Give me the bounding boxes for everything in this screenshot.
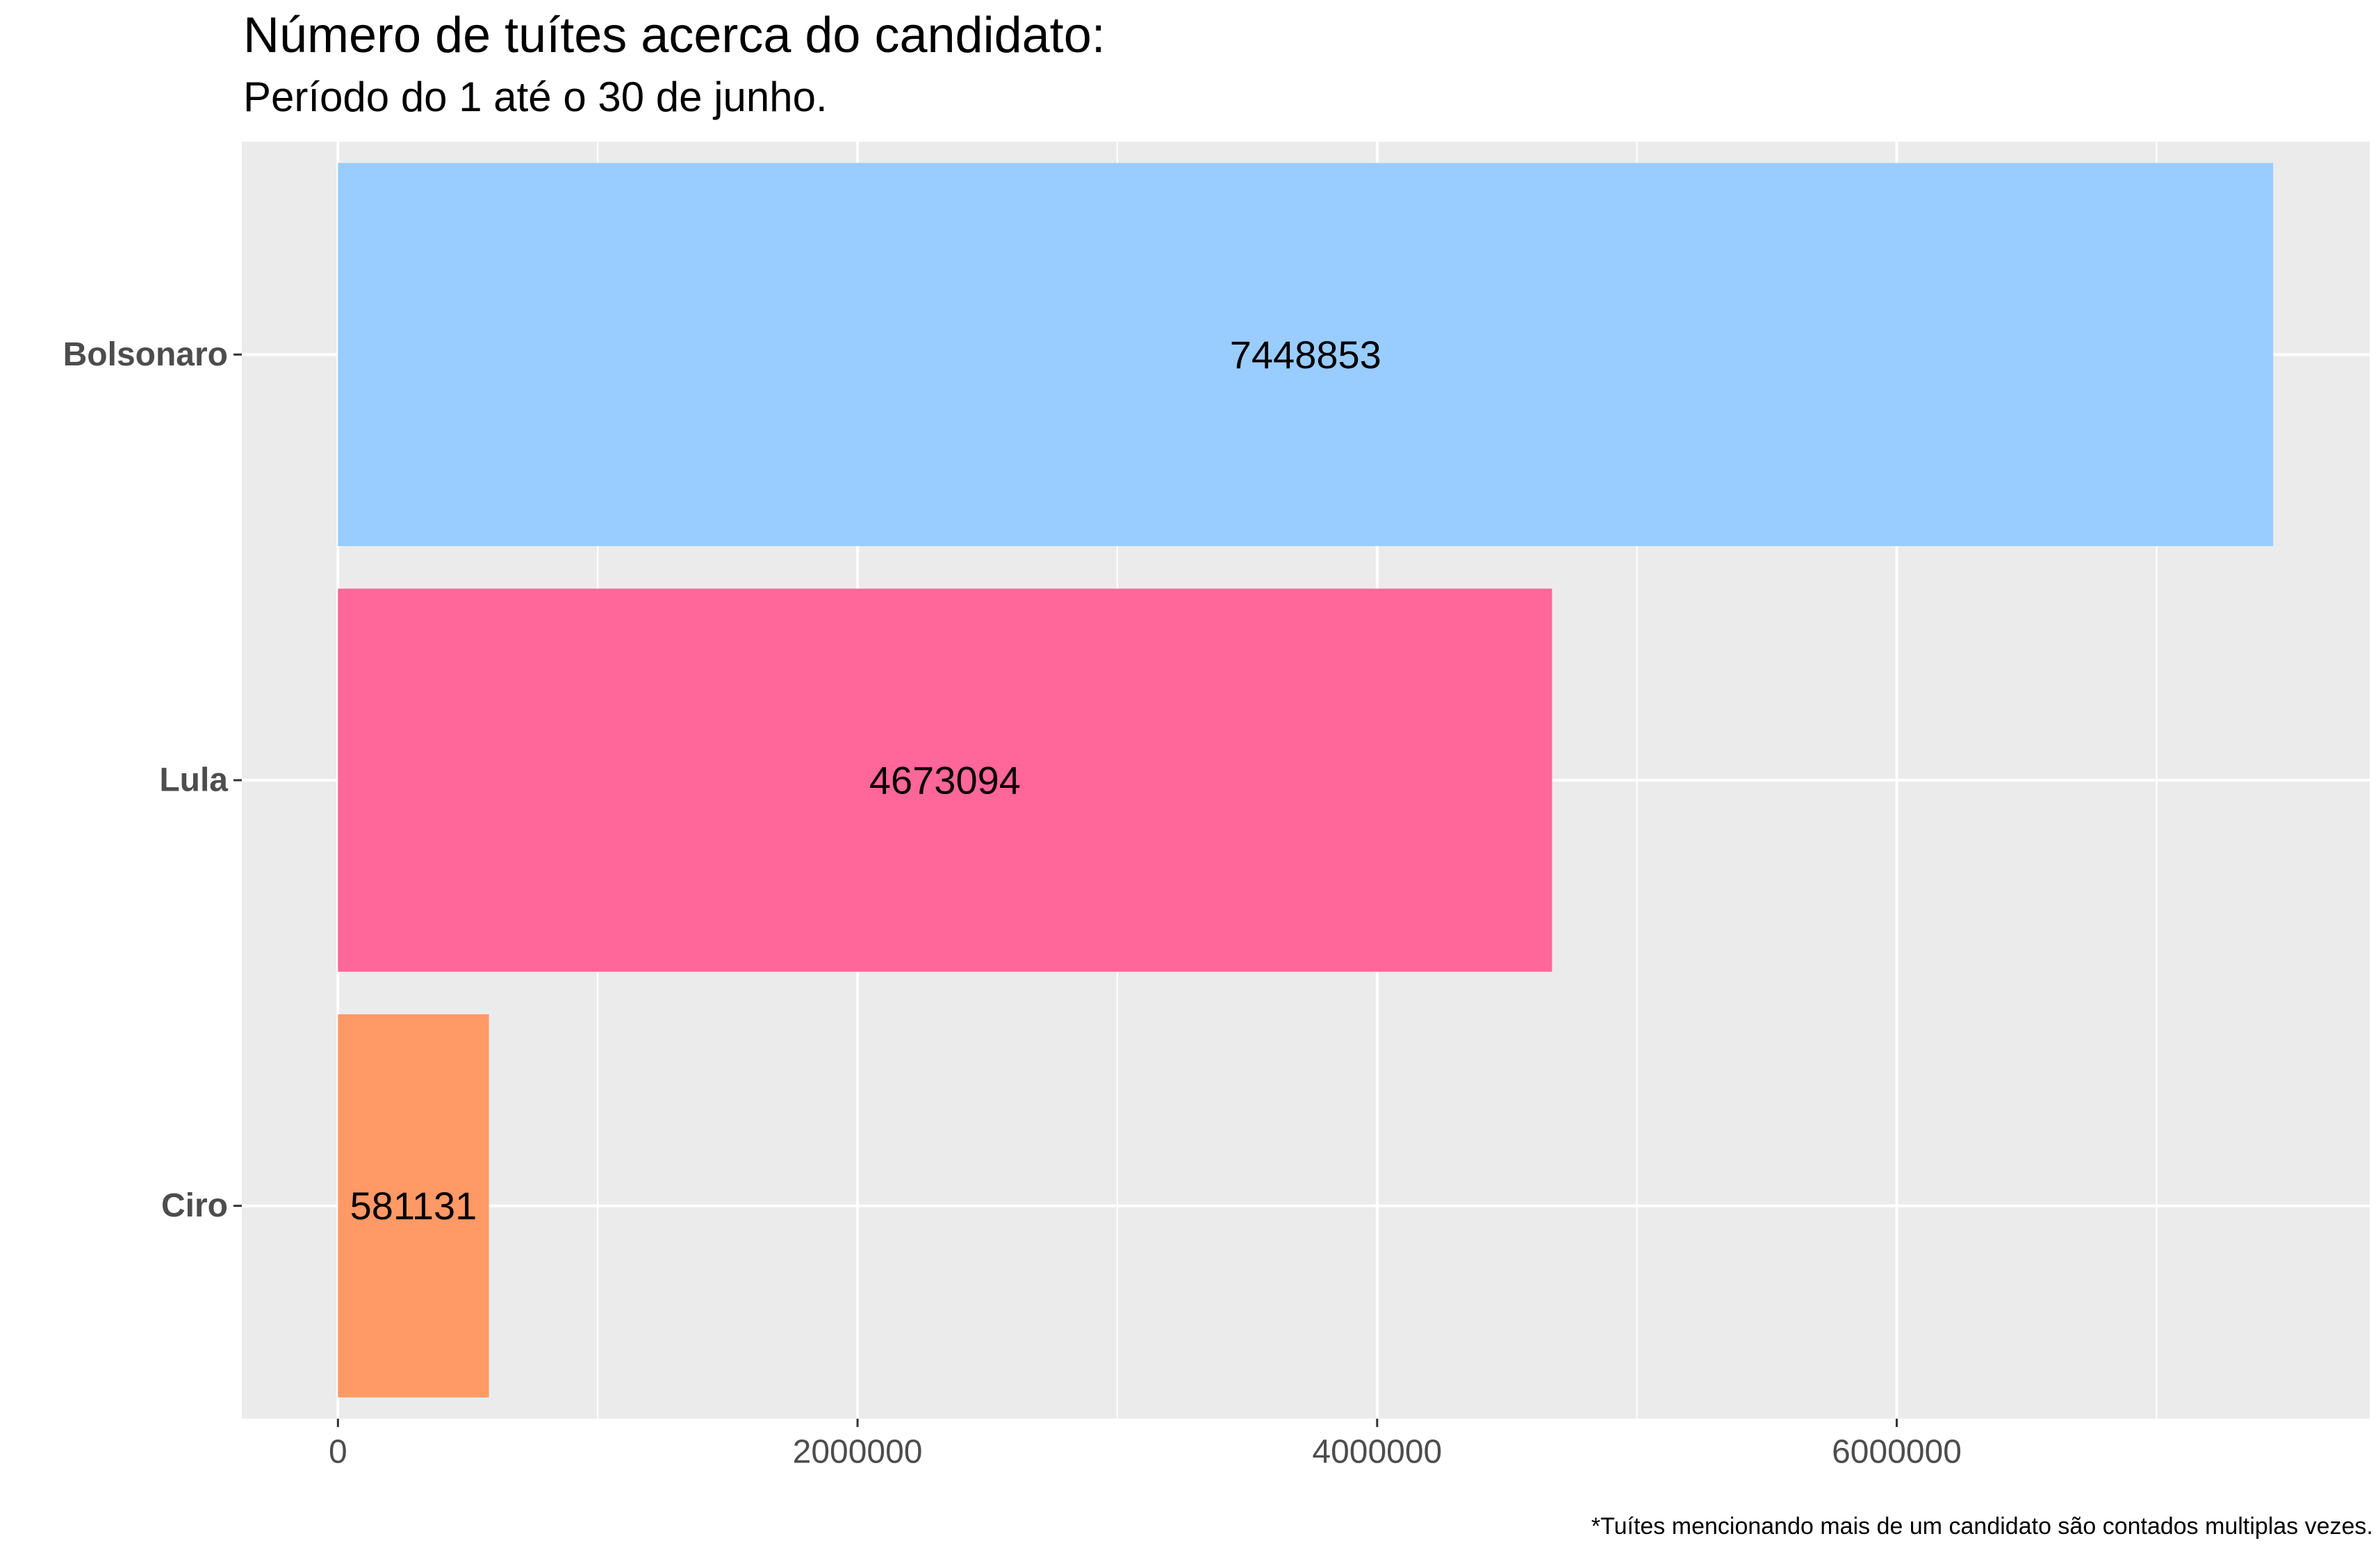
y-tick-label: Lula (159, 762, 228, 799)
bar-value-label: 4673094 (869, 759, 1021, 802)
y-axis: Bolsonaro Lula Ciro (63, 336, 242, 1224)
bar-value-label: 581131 (350, 1184, 477, 1228)
x-tick-label: 6000000 (1832, 1434, 1962, 1471)
y-tick-label: Bolsonaro (63, 336, 228, 373)
y-tick-label: Ciro (161, 1187, 228, 1224)
x-tick-label: 4000000 (1312, 1434, 1442, 1471)
x-axis: 0 2000000 4000000 6000000 (329, 1419, 1962, 1471)
x-tick-label: 0 (329, 1434, 347, 1471)
bar-value-label: 7448853 (1230, 333, 1381, 377)
x-tick-label: 2000000 (793, 1434, 923, 1471)
chart-caption: *Tuítes mencionando mais de um candidato… (1591, 1513, 2373, 1540)
